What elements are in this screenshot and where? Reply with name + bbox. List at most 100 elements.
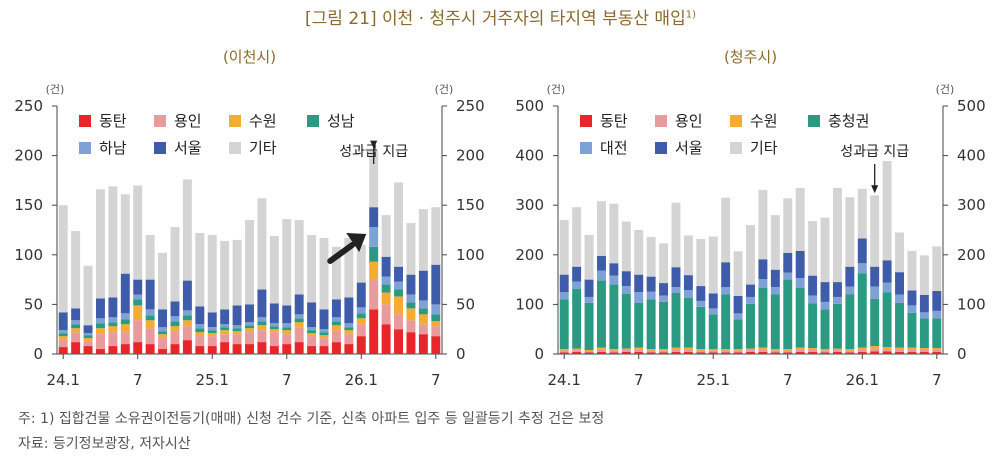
bar-segment-ec84b1eb82a8-3 — [96, 323, 105, 329]
bar-segment-eab8b0ed8380-26 — [381, 215, 391, 257]
bar-segment-eb8c80eca084-25 — [870, 286, 880, 299]
bar-segment-ec9aa9ec9db8-25 — [369, 279, 379, 310]
bar-segment-ec84b1eb82a8-9 — [170, 321, 180, 327]
bar-segment-eab8b0ed8380-27 — [394, 182, 403, 267]
bar-segment-eab8b0ed8380-29 — [919, 255, 929, 295]
bar-segment-ec9aa9ec9db8-8 — [158, 337, 168, 350]
bar-segment-eab8b0ed8380-7 — [145, 234, 155, 280]
bar-segment-eb8f99ed8384-4 — [108, 346, 118, 354]
bar-segment-ec9aa9ec9db8-4 — [108, 332, 118, 347]
bar-segment-ecb6a9ecb2adeab68c-11 — [696, 306, 706, 350]
legend-swatch-ec849cec9ab8 — [655, 142, 667, 154]
y-tick-label-right: 150 — [456, 196, 485, 214]
bar-segment-ec8898ec9b90-2 — [584, 350, 594, 352]
bar-segment-ec9aa9ec9db8-11 — [696, 350, 706, 353]
bar-segment-eb8f99ed8384-19 — [294, 342, 304, 354]
bar-segment-ec9aa9ec9db8-21 — [319, 338, 329, 347]
bar-segment-ec8898ec9b90-19 — [795, 347, 805, 350]
bar-segment-ec849cec9ab8-0 — [559, 274, 569, 292]
bar-segment-ec8898ec9b90-6 — [634, 347, 644, 350]
bar-segment-ec9aa9ec9db8-12 — [207, 336, 217, 347]
legend-swatch-ec8898ec9b90 — [730, 115, 742, 127]
x-tick-label: 26.1 — [345, 371, 378, 386]
bar-segment-eb8f99ed8384-8 — [158, 349, 168, 354]
bar-segment-ec8898ec9b90-11 — [195, 332, 205, 337]
y-tick-label-right: 0 — [957, 345, 967, 363]
bar-segment-ed9598eb82a8-19 — [294, 314, 304, 319]
bar-segment-ec849cec9ab8-15 — [245, 304, 254, 323]
bar-segment-ec8898ec9b90-7 — [145, 320, 155, 329]
bar-segment-ec849cec9ab8-20 — [307, 302, 317, 328]
bar-segment-eb8c80eca084-8 — [659, 295, 669, 302]
y-tick-label-left: 400 — [515, 147, 544, 165]
x-tick-label: 24.1 — [548, 371, 581, 386]
legend-swatch-eb8f99ed8384 — [79, 115, 91, 127]
bar-segment-ec8898ec9b90-22 — [331, 325, 341, 331]
source-note: 자료: 등기정보광장, 저자시산 — [18, 436, 191, 452]
legend-swatch-ec849cec9ab8 — [154, 142, 166, 154]
bar-segment-ec8898ec9b90-17 — [269, 329, 279, 333]
legend-label: 기타 — [249, 139, 277, 157]
bar-segment-ecb6a9ecb2adeab68c-22 — [832, 303, 842, 349]
bar-segment-ec9aa9ec9db8-27 — [895, 349, 904, 353]
bar-segment-eab8b0ed8380-26 — [882, 161, 892, 261]
bar-segment-ec849cec9ab8-9 — [671, 267, 681, 288]
bar-segment-ec849cec9ab8-17 — [770, 269, 780, 288]
bar-segment-ecb6a9ecb2adeab68c-3 — [597, 280, 606, 348]
bar-segment-ec9aa9ec9db8-7 — [646, 350, 656, 353]
bar-segment-eb8f99ed8384-1 — [71, 342, 81, 354]
bar-segment-eab8b0ed8380-12 — [207, 234, 217, 313]
bar-segment-ec84b1eb82a8-17 — [269, 326, 279, 330]
bar-segment-ec849cec9ab8-23 — [845, 266, 855, 287]
legend-label: 서울 — [174, 139, 202, 157]
legend-label: 용인 — [174, 112, 202, 130]
bar-segment-ed9598eb82a8-17 — [269, 323, 279, 327]
bar-segment-eb8f99ed8384-17 — [770, 352, 780, 354]
legend-swatch-eb8f99ed8384 — [580, 115, 592, 127]
bar-segment-ec84b1eb82a8-28 — [406, 302, 416, 309]
bar-segment-ec849cec9ab8-1 — [71, 308, 81, 321]
bar-segment-ed9598eb82a8-7 — [145, 309, 155, 316]
bar-segment-eb8f99ed8384-3 — [96, 349, 105, 354]
bar-segment-eb8c80eca084-16 — [758, 279, 768, 289]
bar-segment-eab8b0ed8380-27 — [895, 232, 904, 273]
legend-label: 동탄 — [99, 112, 127, 130]
bar-segment-ec84b1eb82a8-7 — [145, 315, 155, 321]
bar-segment-ec84b1eb82a8-2 — [83, 335, 93, 339]
bar-segment-ec8898ec9b90-29 — [418, 314, 428, 325]
bar-segment-ec9aa9ec9db8-3 — [597, 349, 606, 353]
y-tick-label-left: 500 — [515, 97, 544, 115]
bar-segment-eb8f99ed8384-14 — [733, 352, 743, 354]
bar-segment-eab8b0ed8380-9 — [170, 227, 180, 302]
bar-segment-ec84b1eb82a8-0 — [58, 333, 68, 337]
bar-segment-ec849cec9ab8-2 — [83, 325, 93, 334]
bar-segment-ec8898ec9b90-28 — [907, 347, 917, 350]
legend-swatch-ec9aa9ec9db8 — [154, 115, 166, 127]
bar-segment-ec8898ec9b90-23 — [344, 330, 354, 335]
bar-segment-eab8b0ed8380-21 — [319, 237, 329, 310]
bar-segment-ec849cec9ab8-0 — [58, 312, 68, 331]
bar-segment-ed9598eb82a8-13 — [220, 324, 230, 328]
bar-segment-eab8b0ed8380-1 — [572, 207, 582, 267]
bar-segment-eb8c80eca084-10 — [683, 290, 693, 298]
bar-segment-ec9aa9ec9db8-1 — [572, 350, 582, 353]
bar-segment-eab8b0ed8380-22 — [331, 246, 341, 300]
bar-segment-ecb6a9ecb2adeab68c-29 — [919, 318, 929, 349]
y-tick-label-right: 100 — [957, 295, 986, 313]
bar-segment-ec9aa9ec9db8-16 — [758, 349, 768, 353]
legend-label: 수원 — [750, 112, 778, 130]
bar-segment-ed9598eb82a8-10 — [182, 310, 192, 316]
bar-segment-ec849cec9ab8-7 — [646, 276, 656, 292]
bar-segment-eb8c80eca084-13 — [721, 287, 731, 295]
bar-segment-ec8898ec9b90-13 — [220, 330, 230, 335]
y-tick-label-left: 300 — [515, 196, 544, 214]
bar-segment-ec8898ec9b90-14 — [733, 349, 743, 351]
legend-label: 충청권 — [828, 112, 869, 130]
bar-segment-eb8f99ed8384-24 — [857, 352, 867, 354]
bar-segment-eb8c80eca084-29 — [919, 312, 929, 319]
y-tick-label-left: 100 — [515, 295, 544, 313]
bar-segment-eb8c80eca084-12 — [708, 308, 718, 315]
bar-segment-eab8b0ed8380-4 — [108, 186, 118, 298]
bar-segment-ec9aa9ec9db8-26 — [882, 349, 892, 352]
bar-segment-ed9598eb82a8-6 — [133, 294, 143, 300]
